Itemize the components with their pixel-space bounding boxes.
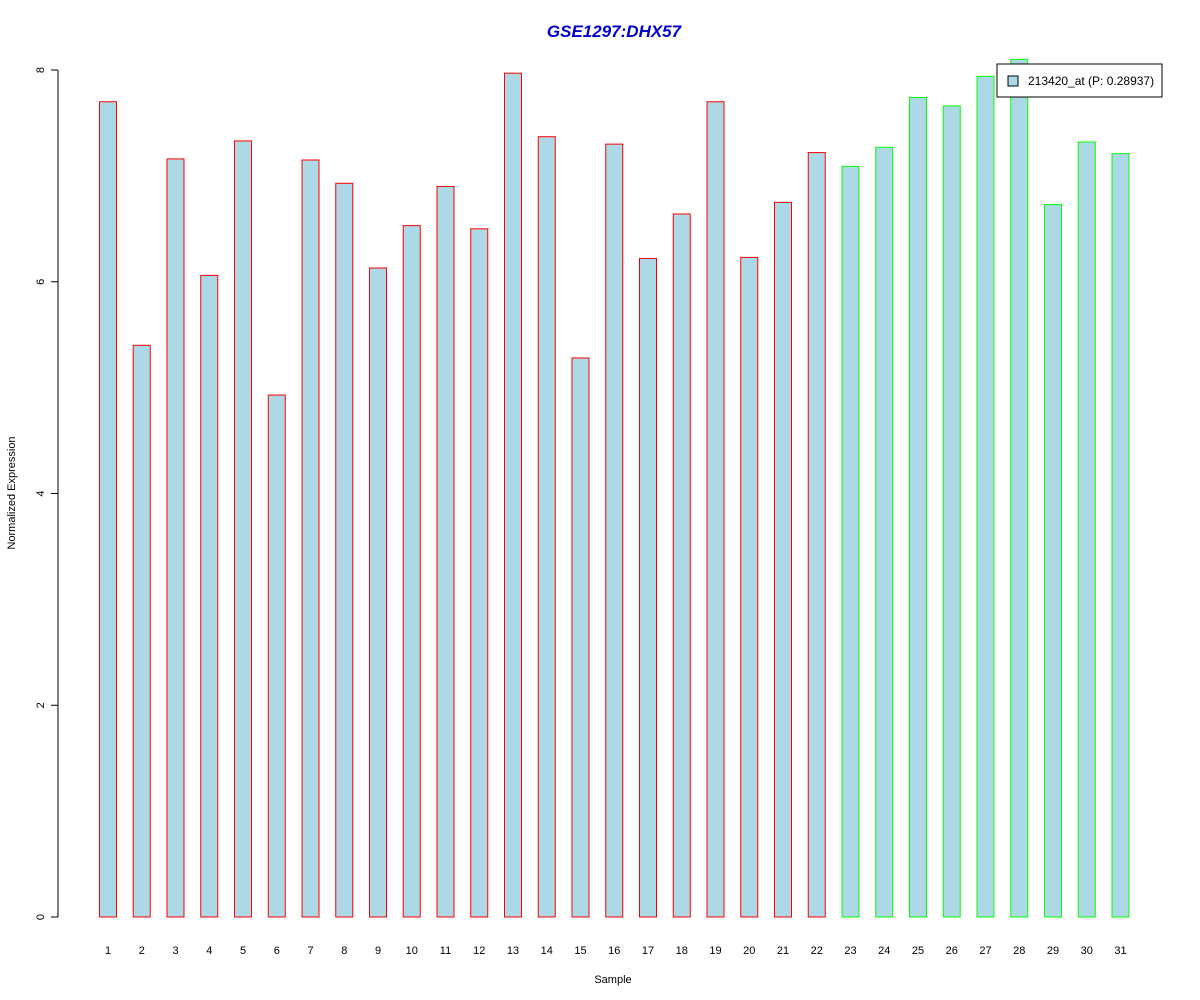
bar-sample-25: [909, 97, 927, 918]
bar-sample-7: [301, 159, 320, 918]
bar-sample-27: [976, 75, 995, 918]
x-tick-label: 22: [811, 945, 823, 957]
x-tick-label: 19: [709, 945, 721, 957]
y-tick-label: 8: [35, 67, 47, 73]
bar-sample-28: [1010, 58, 1029, 918]
x-tick-label: 1: [105, 945, 111, 957]
x-tick-label: 10: [406, 945, 418, 957]
x-tick-label: 20: [743, 945, 755, 957]
bar-sample-13: [504, 72, 522, 918]
x-tick-label: 16: [608, 945, 620, 957]
legend-swatch: [1007, 75, 1019, 87]
x-tick-label: 23: [844, 945, 856, 957]
bar-sample-6: [267, 394, 286, 918]
bar-sample-14: [537, 136, 556, 918]
bar-sample-24: [875, 146, 894, 918]
bar-sample-31: [1111, 153, 1130, 918]
x-tick-label: 21: [777, 945, 789, 957]
x-tick-label: 2: [139, 945, 145, 957]
x-tick-label: 3: [172, 945, 178, 957]
x-tick-label: 27: [979, 945, 991, 957]
x-tick-label: 7: [307, 945, 313, 957]
bar-sample-3: [166, 158, 185, 918]
x-tick-label: 26: [946, 945, 958, 957]
x-tick-label: 9: [375, 945, 381, 957]
bar-sample-19: [706, 101, 725, 918]
x-tick-label: 25: [912, 945, 924, 957]
x-tick-label: 18: [676, 945, 688, 957]
bar-sample-10: [402, 225, 421, 918]
y-tick-label: 2: [35, 702, 47, 708]
x-tick-label: 14: [541, 945, 553, 957]
bar-sample-26: [942, 105, 961, 918]
y-axis-label: Normalized Expression: [6, 436, 18, 549]
y-axis: 0 2 4 6 8: [35, 67, 59, 920]
x-tick-label: 4: [206, 945, 212, 957]
x-tick-label: 13: [507, 945, 519, 957]
bar-sample-21: [774, 201, 792, 918]
legend-label: 213420_at (P: 0.28937): [1028, 74, 1154, 88]
bar-sample-1: [99, 101, 117, 918]
bar-sample-23: [841, 165, 860, 918]
bar-sample-9: [369, 267, 387, 918]
bar-sample-30: [1077, 141, 1096, 918]
bar-sample-12: [470, 228, 489, 918]
x-tick-label: 8: [341, 945, 347, 957]
bar-sample-2: [132, 344, 151, 918]
bar-sample-11: [436, 185, 455, 918]
x-tick-label: 15: [574, 945, 586, 957]
bar-sample-18: [672, 213, 691, 918]
bar-sample-5: [234, 140, 252, 918]
bar-sample-15: [571, 357, 590, 918]
x-axis-label: Sample: [594, 974, 631, 986]
y-tick-label: 6: [35, 279, 47, 285]
x-tick-label: 30: [1081, 945, 1093, 957]
x-tick-label: 11: [440, 945, 451, 957]
bar-sample-4: [200, 274, 219, 918]
bars: [99, 58, 1130, 918]
x-tick-label: 24: [878, 945, 890, 957]
bar-sample-17: [639, 257, 657, 918]
x-tick-label: 28: [1013, 945, 1025, 957]
chart-title: GSE1297:DHX57: [547, 22, 683, 41]
x-tick-label: 31: [1114, 945, 1126, 957]
x-tick-label: 17: [642, 945, 654, 957]
bar-sample-8: [335, 182, 354, 918]
bar-sample-16: [605, 143, 624, 918]
x-tick-label: 12: [473, 945, 485, 957]
x-tick-labels: 1 2 3 4 5 6 7 8 9 10 11 12 13 14 15 16 17 18 19 20 21 22 23 24 2…: [105, 945, 1127, 957]
x-tick-label: 6: [274, 945, 280, 957]
bar-sample-29: [1044, 203, 1062, 918]
bar-sample-22: [807, 152, 826, 918]
legend-box: [996, 63, 1163, 98]
x-tick-label: 5: [240, 945, 246, 957]
y-tick-label: 0: [35, 914, 47, 920]
legend: 213420_at (P: 0.28937): [996, 63, 1163, 98]
x-tick-label: 29: [1047, 945, 1059, 957]
y-tick-label: 4: [35, 490, 47, 496]
bar-sample-20: [740, 256, 759, 918]
